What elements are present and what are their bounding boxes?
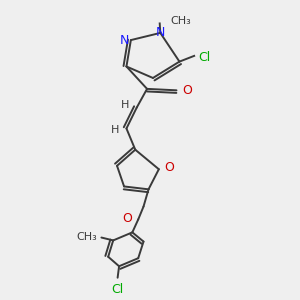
Text: N: N (120, 34, 129, 46)
Text: N: N (156, 26, 165, 39)
Text: H: H (121, 100, 129, 110)
Text: O: O (122, 212, 132, 224)
Text: CH₃: CH₃ (170, 16, 191, 26)
Text: Cl: Cl (199, 51, 211, 64)
Text: Cl: Cl (112, 283, 124, 296)
Text: O: O (182, 84, 192, 97)
Text: O: O (165, 161, 175, 174)
Text: CH₃: CH₃ (76, 232, 97, 242)
Text: H: H (111, 125, 119, 135)
